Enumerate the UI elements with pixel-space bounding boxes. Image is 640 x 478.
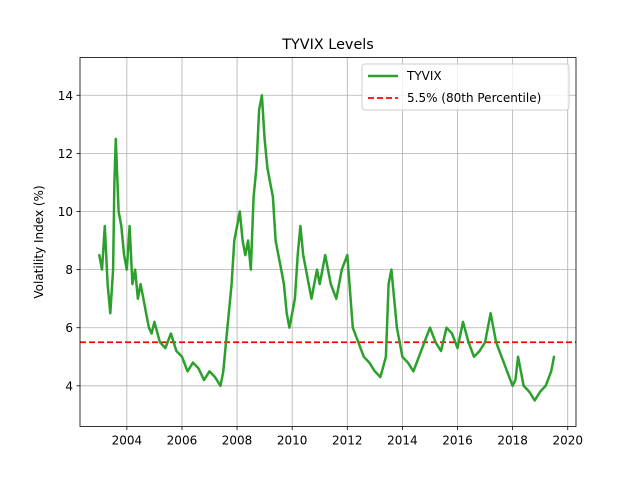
y-axis: 4 6 8 10 12 14 <box>58 89 80 393</box>
y-tick-label: 6 <box>65 321 73 335</box>
y-tick-label: 12 <box>58 147 73 161</box>
y-tick-label: 8 <box>65 263 73 277</box>
y-tick-label: 4 <box>65 379 73 393</box>
x-tick-label: 2018 <box>497 434 528 448</box>
y-tick-label: 10 <box>58 205 73 219</box>
plot-frame <box>79 57 577 427</box>
y-tick-label: 14 <box>58 89 73 103</box>
series-line-tyvix <box>98 94 556 402</box>
legend-label-threshold: 5.5% (80th Percentile) <box>407 91 541 105</box>
x-tick-label: 2012 <box>332 434 363 448</box>
legend-label-tyvix: TYVIX <box>406 69 442 83</box>
x-tick-label: 2016 <box>442 434 473 448</box>
y-axis-label: Volatility Index (%) <box>32 185 46 298</box>
x-tick-label: 2004 <box>112 434 143 448</box>
x-tick-label: 2020 <box>552 434 583 448</box>
x-tick-label: 2008 <box>222 434 253 448</box>
x-axis: 2004 2006 2008 2010 2012 2014 2016 2018 2020 <box>112 426 583 448</box>
legend-box <box>361 63 570 111</box>
legend: TYVIX 5.5% (80th Percentile) <box>361 63 570 111</box>
x-tick-label: 2010 <box>277 434 308 448</box>
chart-title: TYVIX Levels <box>281 37 374 53</box>
x-tick-label: 2014 <box>387 434 418 448</box>
series-layer <box>98 94 556 402</box>
x-tick-label: 2006 <box>167 434 198 448</box>
